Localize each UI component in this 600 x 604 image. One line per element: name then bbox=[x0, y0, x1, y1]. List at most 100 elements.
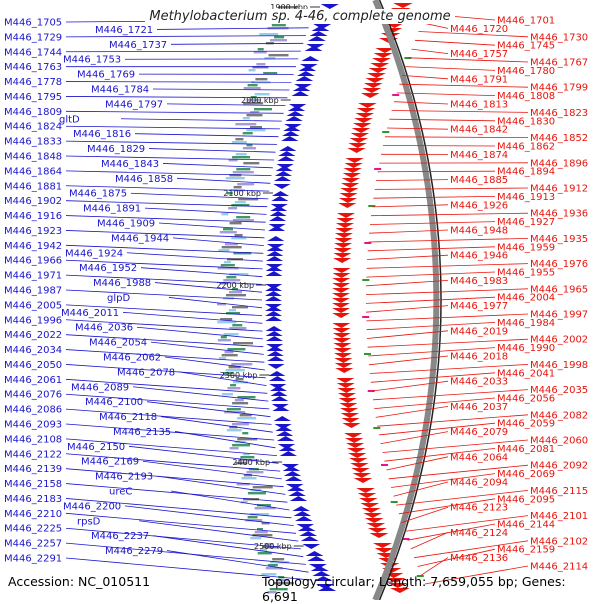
gene-leader-left bbox=[159, 223, 265, 230]
plus-strand-gene bbox=[276, 431, 293, 436]
feature-strip bbox=[224, 333, 239, 335]
rna-feature bbox=[391, 501, 398, 503]
minus-strand-gene bbox=[332, 288, 350, 293]
plus-strand-gene bbox=[270, 206, 287, 211]
gene-label-left: M446_2135 bbox=[113, 427, 171, 438]
gene-label-left: M446_2089 bbox=[71, 382, 129, 393]
feature-strip bbox=[224, 261, 231, 263]
gene-label-left: M446_2011 bbox=[61, 308, 119, 319]
gene-label-left: glpD bbox=[107, 293, 130, 304]
minus-strand-gene bbox=[333, 328, 351, 333]
plus-strand-gene bbox=[279, 146, 296, 151]
plus-strand-gene bbox=[265, 291, 282, 296]
gene-label-right: M446_1757 bbox=[450, 49, 508, 60]
plus-strand-gene bbox=[282, 131, 299, 136]
gene-leader-right bbox=[372, 205, 448, 207]
gene-label-left: M446_2093 bbox=[4, 420, 62, 431]
gene-label-left: M446_1881 bbox=[4, 181, 62, 192]
minus-strand-gene bbox=[336, 223, 354, 228]
feature-strip bbox=[221, 336, 227, 338]
feature-strip bbox=[227, 348, 245, 350]
gene-label-left: M446_2050 bbox=[4, 360, 62, 371]
gene-label-left: M446_1795 bbox=[4, 92, 62, 103]
minus-strand-gene bbox=[365, 78, 384, 83]
minus-strand-gene bbox=[348, 453, 366, 458]
feature-strip bbox=[227, 429, 242, 431]
feature-strip bbox=[248, 84, 258, 86]
gene-label-right: M446_1842 bbox=[450, 125, 508, 136]
plus-strand-gene bbox=[297, 71, 315, 76]
feature-strip bbox=[254, 108, 272, 110]
minus-strand-gene bbox=[332, 313, 350, 318]
plus-strand-gene bbox=[310, 31, 328, 36]
feature-strip bbox=[227, 408, 241, 410]
plus-strand-gene bbox=[268, 364, 285, 369]
plus-strand-gene bbox=[266, 266, 283, 271]
minus-strand-gene bbox=[365, 518, 384, 523]
minus-strand-gene bbox=[334, 243, 352, 248]
plus-strand-gene bbox=[288, 491, 306, 496]
minus-strand-gene bbox=[363, 513, 382, 518]
gene-label-left: M446_2200 bbox=[63, 501, 121, 512]
minus-strand-gene bbox=[353, 473, 372, 478]
gene-leader-right bbox=[375, 188, 528, 189]
plus-strand-gene bbox=[302, 544, 320, 549]
plus-strand-gene bbox=[308, 36, 326, 41]
plus-strand-gene bbox=[281, 136, 298, 141]
minus-strand-gene bbox=[344, 168, 362, 173]
plus-strand-gene bbox=[272, 191, 289, 196]
plus-strand-gene bbox=[265, 316, 282, 321]
rna-feature bbox=[373, 427, 380, 429]
minus-strand-gene bbox=[333, 333, 351, 338]
plus-strand-gene bbox=[287, 486, 305, 491]
plus-strand-gene bbox=[277, 436, 294, 441]
plus-strand-gene bbox=[270, 211, 287, 216]
gene-label-left: M446_2054 bbox=[89, 338, 147, 349]
feature-strip bbox=[242, 477, 257, 479]
minus-strand-gene bbox=[359, 498, 378, 503]
gene-label-left: M446_1971 bbox=[4, 271, 62, 282]
gene-label-right: M446_1926 bbox=[450, 200, 508, 211]
plus-strand-gene bbox=[305, 46, 323, 51]
gene-label-right: M446_2033 bbox=[450, 377, 508, 388]
plus-strand-gene bbox=[267, 246, 284, 251]
feature-strip bbox=[226, 276, 236, 278]
gene-leader-right bbox=[376, 406, 448, 417]
minus-strand-gene bbox=[339, 403, 357, 408]
gene-label-left: M446_1829 bbox=[87, 144, 145, 155]
minus-strand-gene bbox=[336, 218, 354, 223]
minus-strand-gene bbox=[343, 173, 361, 178]
gene-label-right: M446_1874 bbox=[450, 150, 508, 161]
minus-strand-gene bbox=[367, 73, 386, 78]
plus-strand-gene bbox=[290, 496, 308, 501]
gene-leader-right bbox=[383, 146, 495, 147]
gene-label-left: M446_1909 bbox=[97, 219, 155, 230]
plus-strand-gene bbox=[269, 376, 286, 381]
feature-strip bbox=[232, 156, 250, 158]
minus-strand-gene bbox=[348, 143, 367, 148]
minus-strand-gene bbox=[393, 3, 413, 8]
minus-strand-gene bbox=[335, 363, 353, 368]
minus-strand-gene bbox=[349, 458, 367, 463]
gene-label-left: M446_2036 bbox=[75, 323, 133, 334]
minus-strand-gene bbox=[332, 278, 350, 283]
gene-label-left: M446_1737 bbox=[109, 40, 167, 51]
gene-label-right: M446_1813 bbox=[450, 100, 508, 111]
plus-strand-gene bbox=[269, 216, 286, 221]
feature-strip bbox=[232, 402, 248, 404]
minus-strand-gene bbox=[353, 123, 372, 128]
feature-strip bbox=[222, 246, 242, 248]
plus-strand-gene bbox=[276, 166, 293, 171]
minus-strand-gene bbox=[369, 68, 388, 73]
gene-label-left: M446_1833 bbox=[4, 137, 62, 148]
feature-strip bbox=[230, 222, 242, 224]
feature-strip bbox=[246, 129, 265, 131]
minus-strand-gene bbox=[358, 493, 377, 498]
gene-label-left: M446_1864 bbox=[4, 166, 62, 177]
gene-label-left: M446_2061 bbox=[4, 375, 62, 386]
feature-strip bbox=[235, 399, 244, 401]
gene-leader-right bbox=[394, 102, 448, 104]
feature-strip bbox=[232, 141, 247, 143]
gene-label-left: M446_1753 bbox=[63, 55, 121, 66]
